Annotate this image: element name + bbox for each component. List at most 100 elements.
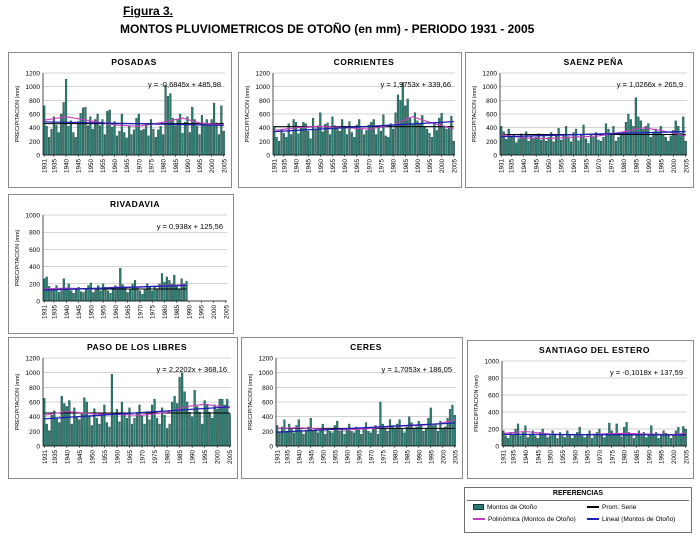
- data-bar: [217, 134, 220, 156]
- data-bar: [333, 125, 336, 156]
- data-bar: [388, 419, 392, 447]
- data-bar: [582, 124, 585, 156]
- data-bar: [69, 120, 72, 156]
- trend-equation: y = 0,938x + 125,56: [157, 222, 223, 231]
- data-bar: [444, 426, 447, 447]
- data-bar: [421, 115, 424, 156]
- data-bar: [43, 398, 46, 447]
- data-bar: [505, 139, 508, 156]
- x-tick-label: 1985: [177, 450, 184, 465]
- legend-item-lineal: Lineal (Montos de Otoño): [587, 516, 675, 523]
- data-bar: [75, 288, 78, 302]
- data-bar: [188, 412, 191, 447]
- data-bar: [398, 419, 401, 447]
- y-tick-label: 600: [29, 247, 40, 254]
- data-bar: [154, 137, 157, 156]
- x-tick-label: 2000: [440, 450, 447, 465]
- y-tick-label: 200: [488, 427, 499, 434]
- data-bar: [302, 434, 305, 447]
- data-bar: [568, 433, 571, 447]
- x-tick-label: 1970: [140, 450, 147, 465]
- data-bar: [300, 429, 303, 447]
- data-bar: [55, 285, 58, 302]
- data-bar: [577, 140, 580, 156]
- x-tick-label: 1955: [102, 450, 109, 465]
- y-tick-label: 200: [262, 429, 273, 436]
- data-bar: [328, 134, 332, 156]
- data-bar: [220, 105, 223, 156]
- y-tick-label: 600: [29, 112, 40, 119]
- data-bar: [429, 407, 432, 447]
- data-bar: [451, 404, 454, 447]
- data-bar: [297, 133, 300, 156]
- y-tick-label: 800: [259, 98, 270, 105]
- data-bar: [517, 138, 520, 156]
- data-bar: [75, 417, 78, 447]
- y-axis-label: PRECIPITACION (mm): [472, 85, 478, 142]
- data-bar: [100, 415, 103, 447]
- data-bar: [311, 117, 315, 156]
- data-bar: [155, 417, 159, 447]
- x-tick-label: 1970: [366, 159, 373, 174]
- data-bar: [145, 125, 148, 156]
- data-bar: [173, 275, 176, 302]
- data-bar: [644, 126, 647, 156]
- x-tick-label: 1970: [136, 159, 143, 174]
- data-bar: [650, 425, 653, 447]
- chart-title: SAENZ PEÑA: [564, 57, 624, 67]
- data-bar: [662, 134, 665, 156]
- x-tick-label: 1955: [332, 450, 339, 465]
- trend-equation: y = 1,9753x + 339,66: [381, 80, 451, 89]
- x-tick-label: 1980: [621, 159, 628, 174]
- x-tick-label: 1980: [165, 450, 172, 465]
- data-bar: [136, 287, 139, 302]
- data-bar: [536, 438, 539, 447]
- data-bar: [377, 126, 380, 156]
- data-bar: [62, 102, 65, 156]
- data-bar: [70, 290, 73, 302]
- y-tick-label: 400: [259, 125, 270, 132]
- y-axis-label: PRECIPITACION (mm): [248, 373, 254, 430]
- data-bar: [228, 413, 231, 447]
- data-bar: [213, 102, 216, 156]
- data-bar: [84, 289, 88, 302]
- x-tick-label: 2005: [683, 450, 690, 465]
- y-tick-label: 1200: [256, 71, 271, 78]
- data-bar: [667, 141, 670, 156]
- y-tick-label: 0: [36, 444, 40, 451]
- data-bar: [542, 134, 545, 156]
- data-bar: [415, 426, 418, 447]
- data-bar: [60, 395, 63, 447]
- data-bar: [362, 428, 365, 447]
- x-tick-label: 1965: [127, 450, 134, 465]
- data-bar: [566, 430, 569, 447]
- data-bar: [89, 282, 92, 302]
- legend-label: Lineal (Montos de Otoño): [602, 516, 676, 523]
- y-tick-label: 1000: [26, 84, 41, 91]
- data-bar: [510, 137, 513, 156]
- data-bar: [326, 122, 329, 156]
- data-bar: [587, 143, 590, 156]
- data-bar: [412, 428, 416, 447]
- data-bar: [168, 280, 171, 302]
- x-tick-label: 1960: [112, 159, 119, 174]
- x-tick-label: 1960: [344, 450, 351, 465]
- data-bar: [119, 268, 122, 302]
- x-tick-label: 2000: [209, 159, 216, 174]
- y-tick-label: 0: [269, 444, 273, 451]
- data-bar: [173, 395, 176, 447]
- data-bar: [83, 397, 86, 447]
- x-tick-label: 1935: [281, 159, 288, 174]
- data-bar: [338, 431, 341, 447]
- data-bar: [435, 130, 438, 156]
- data-bar: [372, 119, 375, 156]
- data-bar: [113, 415, 116, 447]
- x-tick-label: 1975: [380, 450, 387, 465]
- data-bar: [526, 437, 529, 447]
- legend-divider: [467, 500, 689, 501]
- data-bar: [160, 407, 164, 447]
- data-bar: [394, 112, 397, 156]
- data-bar: [314, 128, 317, 156]
- data-bar: [588, 430, 591, 447]
- data-bar: [108, 109, 111, 156]
